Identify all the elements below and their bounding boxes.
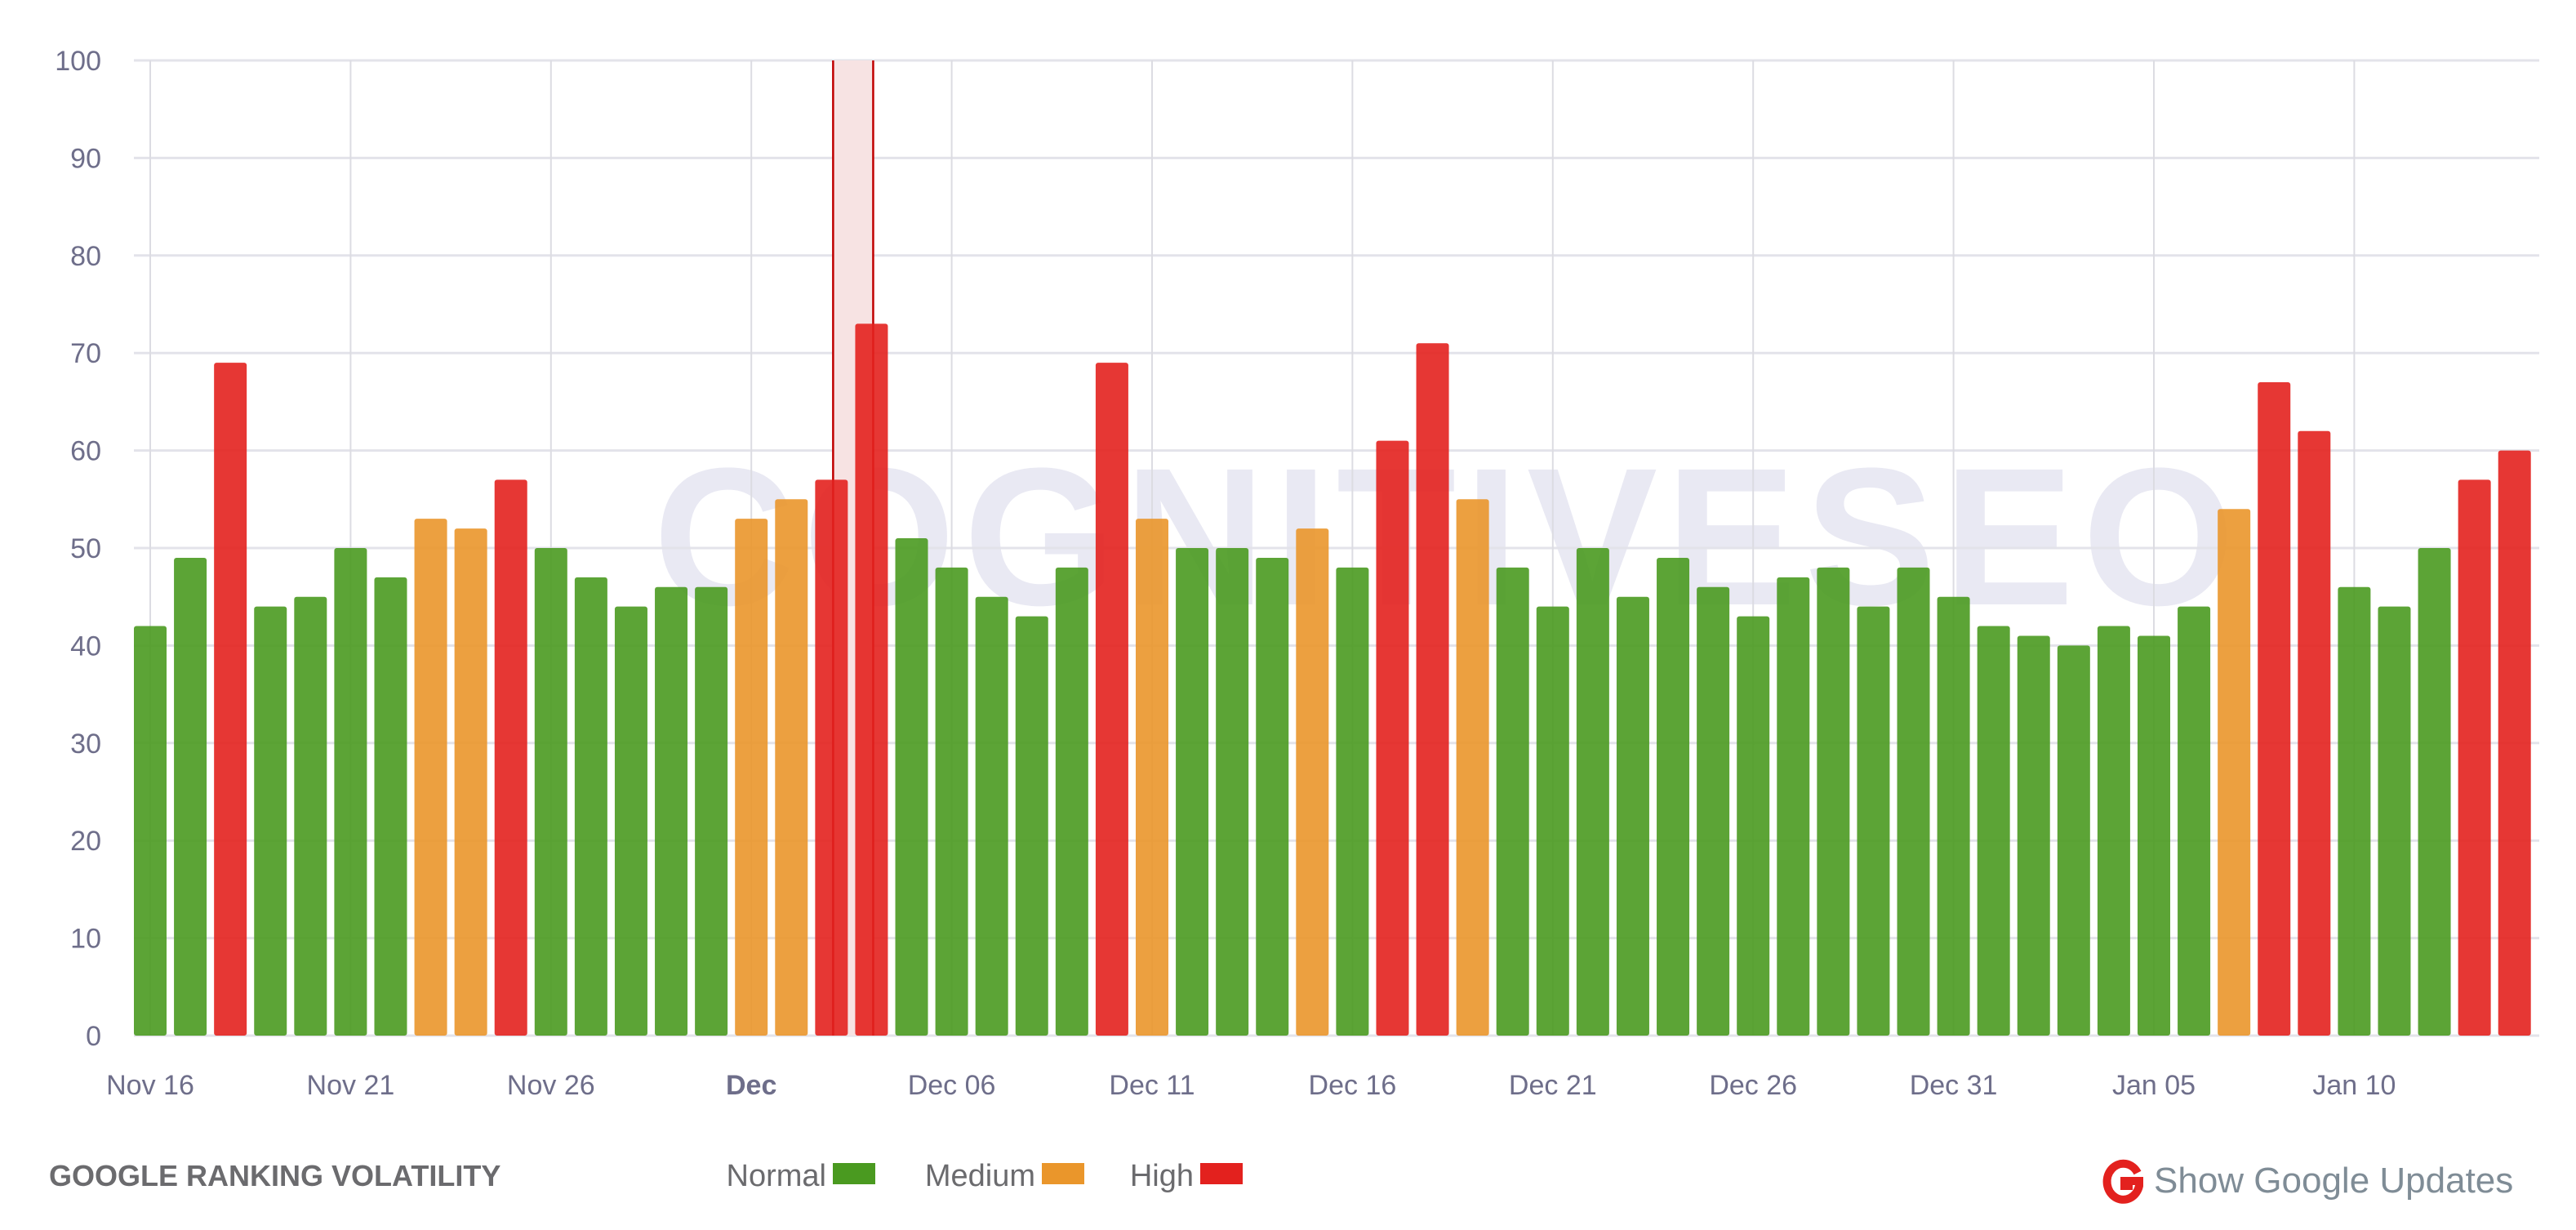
bar-dec-11[interactable] xyxy=(1136,519,1168,1036)
bar-dec-13[interactable] xyxy=(1216,548,1249,1036)
y-tick-label: 60 xyxy=(70,436,101,467)
x-tick-label: Nov 26 xyxy=(507,1070,595,1101)
bar-dec-25[interactable] xyxy=(1697,586,1730,1036)
bar-jan-13[interactable] xyxy=(2458,479,2491,1036)
x-tick-label: Nov 16 xyxy=(106,1070,194,1101)
y-tick-label: 80 xyxy=(70,241,101,272)
bar-jan-08[interactable] xyxy=(2258,382,2291,1036)
y-tick-label: 50 xyxy=(70,533,101,564)
x-tick-label: Jan 05 xyxy=(2112,1070,2196,1101)
bar-jan-11[interactable] xyxy=(2378,606,2411,1036)
bar-dec-07[interactable] xyxy=(975,596,1008,1036)
bar-jan-04[interactable] xyxy=(2097,626,2130,1036)
bar-dec-29[interactable] xyxy=(1857,606,1890,1036)
bar-dec-18[interactable] xyxy=(1416,343,1449,1036)
bar-dec-31[interactable] xyxy=(1937,596,1970,1036)
show-google-updates-button[interactable]: Show Google Updates xyxy=(2102,1159,2514,1204)
bar-dec-12[interactable] xyxy=(1176,548,1209,1036)
x-tick-label: Dec 21 xyxy=(1509,1070,1597,1101)
bar-jan-09[interactable] xyxy=(2298,430,2331,1036)
bar-nov-29[interactable] xyxy=(655,586,688,1036)
legend-medium-label[interactable]: Medium xyxy=(925,1159,1035,1193)
bar-nov-27[interactable] xyxy=(574,577,607,1036)
y-tick-label: 10 xyxy=(70,924,101,955)
bar-dec-28[interactable] xyxy=(1817,567,1850,1036)
bar-nov-18[interactable] xyxy=(214,363,247,1036)
legend-high-swatch[interactable] xyxy=(1200,1163,1243,1184)
bar-dec-23[interactable] xyxy=(1616,596,1649,1036)
x-tick-label: Nov 21 xyxy=(307,1070,395,1101)
bar-dec-06[interactable] xyxy=(935,567,968,1036)
bar-nov-21[interactable] xyxy=(334,548,367,1036)
bar-nov-17[interactable] xyxy=(174,557,207,1036)
show-google-updates-label[interactable]: Show Google Updates xyxy=(2154,1161,2513,1201)
x-tick-label: Dec 11 xyxy=(1109,1070,1195,1101)
legend-normal-label[interactable]: Normal xyxy=(727,1159,826,1193)
bar-dec-20[interactable] xyxy=(1496,567,1529,1036)
bar-nov-25[interactable] xyxy=(494,479,527,1036)
bar-jan-02[interactable] xyxy=(2017,635,2050,1036)
y-tick-label: 100 xyxy=(55,46,101,77)
bar-nov-24[interactable] xyxy=(454,528,487,1036)
bar-dec-15[interactable] xyxy=(1296,528,1329,1036)
y-tick-label: 90 xyxy=(70,143,101,174)
bar-jan-03[interactable] xyxy=(2057,645,2090,1036)
bar-nov-22[interactable] xyxy=(374,577,407,1036)
bar-nov-19[interactable] xyxy=(254,606,287,1036)
bar-nov-30[interactable] xyxy=(695,586,728,1036)
bar-nov-16[interactable] xyxy=(134,626,167,1036)
bar-dec-14[interactable] xyxy=(1256,557,1289,1036)
bar-nov-26[interactable] xyxy=(534,548,567,1036)
bar-jan-10[interactable] xyxy=(2338,586,2371,1036)
legend-high-label[interactable]: High xyxy=(1130,1159,1194,1193)
x-tick-label: Dec xyxy=(726,1070,776,1101)
x-tick-label: Dec 31 xyxy=(1910,1070,1998,1101)
y-tick-label: 30 xyxy=(70,729,101,760)
bar-dec-09[interactable] xyxy=(1055,567,1088,1036)
bar-jan-06[interactable] xyxy=(2178,606,2211,1036)
y-tick-label: 0 xyxy=(86,1021,101,1052)
bar-jan-01[interactable] xyxy=(1977,626,2010,1036)
x-tick-label: Dec 06 xyxy=(908,1070,996,1101)
bar-dec-03[interactable] xyxy=(815,479,848,1036)
bar-dec-10[interactable] xyxy=(1095,363,1128,1036)
bar-dec-21[interactable] xyxy=(1536,606,1569,1036)
bar-jan-12[interactable] xyxy=(2418,548,2451,1036)
google-g-icon xyxy=(2102,1159,2143,1204)
bar-dec-08[interactable] xyxy=(1015,616,1048,1036)
legend[interactable]: Normal Medium High xyxy=(727,1159,1243,1193)
chart-title: GOOGLE RANKING VOLATILITY xyxy=(49,1159,501,1192)
x-tick-label: Dec 26 xyxy=(1709,1070,1797,1101)
bar-jan-07[interactable] xyxy=(2218,509,2251,1036)
bar-dec-26[interactable] xyxy=(1737,616,1770,1036)
bar-dec-27[interactable] xyxy=(1777,577,1810,1036)
bar-dec-04[interactable] xyxy=(855,323,888,1036)
legend-normal-swatch[interactable] xyxy=(833,1163,875,1184)
bar-dec-17[interactable] xyxy=(1376,440,1409,1036)
bar-dec-02[interactable] xyxy=(775,499,808,1036)
bar-jan-14[interactable] xyxy=(2498,450,2531,1036)
bar-nov-20[interactable] xyxy=(294,596,327,1036)
bar-nov-23[interactable] xyxy=(414,519,447,1036)
y-axis-ticks: 0 10 20 30 40 50 60 70 80 90 100 xyxy=(55,46,101,1052)
bar-dec-19[interactable] xyxy=(1456,499,1489,1036)
y-tick-label: 40 xyxy=(70,631,101,662)
legend-medium-swatch[interactable] xyxy=(1042,1163,1084,1184)
bar-jan-05[interactable] xyxy=(2138,635,2170,1036)
y-tick-label: 20 xyxy=(70,826,101,857)
bars xyxy=(134,323,2531,1036)
x-tick-label: Dec 16 xyxy=(1309,1070,1397,1101)
bar-dec-24[interactable] xyxy=(1657,557,1690,1036)
x-axis-ticks: Nov 16 Nov 21 Nov 26 Dec Dec 06 Dec 11 Dec 16 D… xyxy=(106,1070,2396,1101)
bar-dec-05[interactable] xyxy=(895,538,928,1036)
bar-nov-28[interactable] xyxy=(614,606,647,1036)
y-tick-label: 70 xyxy=(70,338,101,369)
bar-dec-22[interactable] xyxy=(1576,548,1609,1036)
bar-dec-30[interactable] xyxy=(1897,567,1930,1036)
x-tick-label: Jan 10 xyxy=(2312,1070,2396,1101)
bar-dec-16[interactable] xyxy=(1336,567,1369,1036)
bar-dec-01[interactable] xyxy=(735,519,768,1036)
